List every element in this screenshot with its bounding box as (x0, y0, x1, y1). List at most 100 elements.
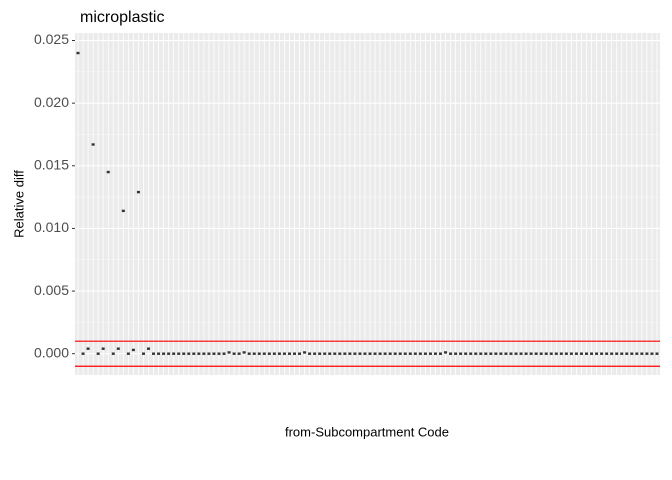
point (388, 352, 392, 355)
point (252, 352, 256, 355)
point (398, 352, 402, 355)
point (348, 352, 352, 355)
point (96, 352, 100, 355)
point (353, 352, 357, 355)
point (333, 352, 337, 355)
point (136, 190, 140, 194)
point (197, 352, 201, 355)
point (358, 352, 362, 355)
point (318, 352, 322, 355)
point (383, 352, 387, 355)
point (615, 352, 619, 355)
point (192, 352, 196, 355)
point (554, 352, 558, 355)
point (403, 352, 407, 355)
point (539, 352, 543, 355)
point (177, 352, 181, 355)
point (373, 352, 377, 355)
point (605, 352, 609, 355)
point (579, 352, 583, 355)
point (413, 352, 417, 355)
point (504, 352, 508, 355)
point (620, 352, 624, 355)
point (141, 352, 145, 355)
point (459, 352, 463, 355)
point (544, 352, 548, 355)
point (564, 352, 568, 355)
y-tick-label: 0.020 (34, 94, 69, 110)
point (449, 352, 453, 355)
point (499, 352, 503, 355)
point (484, 352, 488, 355)
point (121, 209, 125, 213)
point (549, 352, 553, 355)
chart-title: microplastic (80, 9, 164, 26)
point (217, 352, 221, 355)
point (635, 352, 639, 355)
point (116, 347, 120, 350)
y-tick-label: 0.010 (34, 219, 69, 235)
point (172, 352, 176, 355)
point (187, 352, 191, 355)
point (645, 352, 649, 355)
y-tick-label: 0.015 (34, 156, 69, 172)
point (157, 352, 161, 355)
point (81, 352, 85, 355)
point (474, 352, 478, 355)
point (162, 352, 166, 355)
point (298, 352, 302, 355)
point (131, 348, 135, 352)
point (454, 352, 458, 355)
point (126, 352, 130, 355)
point (257, 352, 261, 355)
point (418, 352, 422, 355)
y-tick-label: 0.000 (34, 344, 69, 360)
point (368, 352, 372, 355)
point (433, 352, 437, 355)
point (444, 351, 448, 354)
point (559, 352, 563, 355)
point (534, 352, 538, 355)
panel (75, 33, 660, 375)
point (469, 352, 473, 355)
point (625, 352, 629, 355)
point (489, 352, 493, 355)
point (247, 352, 251, 355)
point (287, 352, 291, 355)
point (378, 352, 382, 355)
point (222, 352, 226, 355)
point (111, 352, 115, 355)
point (479, 352, 483, 355)
point (584, 352, 588, 355)
point (242, 351, 246, 354)
point (428, 352, 432, 355)
point (101, 347, 105, 350)
point (574, 352, 578, 355)
point (630, 352, 634, 355)
point (323, 352, 327, 355)
point (207, 352, 211, 355)
point (86, 347, 90, 350)
point (529, 352, 533, 355)
point (438, 352, 442, 355)
point (610, 352, 614, 355)
point (423, 352, 427, 355)
point (76, 51, 80, 55)
y-tick-label: 0.005 (34, 282, 69, 298)
y-axis-label: Relative diff (11, 170, 26, 238)
point (262, 352, 266, 355)
point (363, 352, 367, 355)
point (267, 352, 271, 355)
point (308, 352, 312, 355)
point (293, 352, 297, 355)
point (408, 352, 412, 355)
point (595, 352, 599, 355)
point (182, 352, 186, 355)
point (328, 352, 332, 355)
point (152, 352, 156, 355)
point (237, 352, 241, 355)
point (272, 352, 276, 355)
point (147, 347, 151, 350)
point (277, 352, 281, 355)
